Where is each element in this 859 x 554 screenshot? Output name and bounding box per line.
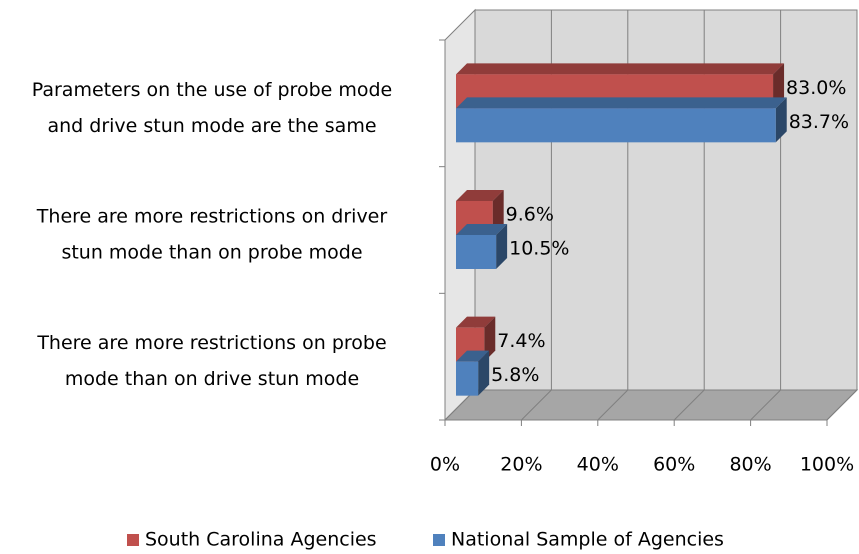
x-tick-label: 60% [653,454,695,476]
bar-top [456,190,504,201]
category-label: stun mode than on probe mode [61,242,362,264]
x-tick-label: 100% [800,454,854,476]
x-tick-label: 40% [577,454,619,476]
legend-label: South Carolina Agencies [145,529,377,551]
x-tick-label: 80% [729,454,771,476]
bar-front [456,361,479,396]
floor-grid-line [826,389,858,421]
bar-top [456,316,496,328]
data-label: 7.4% [497,330,545,352]
category-label: There are more restrictions on driver [36,206,388,228]
bar-front [456,108,776,143]
bar-top [456,63,785,75]
bar [456,97,787,143]
labels: 0% 20% 40% 60% 80% 100% Parameters on the use … [32,77,854,551]
category-label: and drive stun mode are the same [47,115,376,137]
legend-swatch [433,534,445,546]
bar-top [456,350,490,362]
category-label: Parameters on the use of probe mode [32,79,393,101]
bars [456,63,787,396]
floor-grid-line [521,389,552,421]
floor-grid-line [597,389,629,421]
x-tick-label: 0% [430,454,460,476]
x-tick-label: 20% [500,454,542,476]
bar-side [496,224,508,269]
bar-top [456,224,508,235]
legend-swatch [127,534,139,546]
bar-side [478,350,490,396]
bar-side [773,63,785,109]
category-label: There are more restrictions on probe [36,332,386,354]
bar-top [456,97,787,109]
data-label: 9.6% [506,204,554,226]
data-label: 10.5% [509,238,569,260]
data-label: 5.8% [491,364,539,386]
bar-front [456,235,497,269]
floor [443,389,859,421]
floor-grid-line [673,389,705,421]
category-label: mode than on drive stun mode [65,368,359,390]
bar-side [775,97,787,143]
bar [456,350,490,396]
legend-label: National Sample of Agencies [451,529,724,551]
bar-side [484,316,496,362]
data-label: 83.7% [789,111,849,133]
bar [456,224,508,269]
data-label: 83.0% [786,77,846,99]
bar-side [492,190,504,235]
floor-grid-line [750,389,781,421]
